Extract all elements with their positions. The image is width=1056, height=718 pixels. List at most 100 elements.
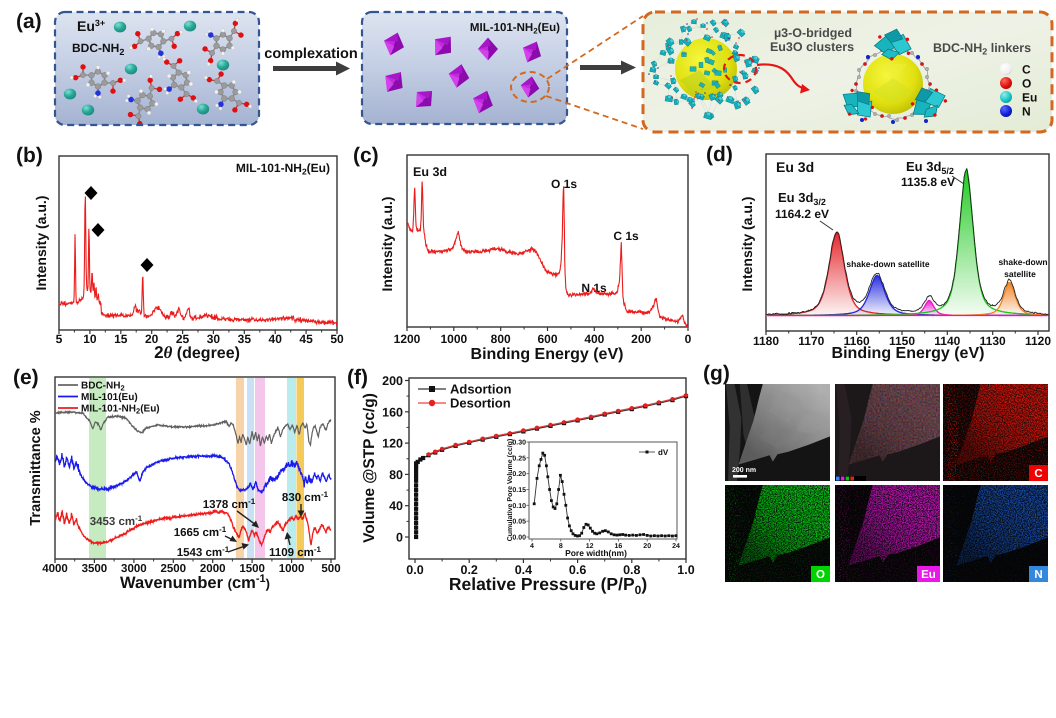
svg-text:500: 500 [321,563,340,575]
svg-text:BDC-NH2: BDC-NH2 [72,41,124,57]
svg-text:BDC-NH2: BDC-NH2 [81,381,125,393]
svg-text:Eu 3d5/2: Eu 3d5/2 [906,159,954,176]
svg-text:1543 cm-1: 1543 cm-1 [177,545,230,559]
svg-text:Eu 3d: Eu 3d [776,159,814,175]
svg-text:830 cm-1: 830 cm-1 [282,490,329,504]
svg-text:1500: 1500 [239,563,265,575]
svg-text:0.05: 0.05 [512,519,526,526]
svg-text:complexation: complexation [264,46,357,62]
svg-text:0.00: 0.00 [512,535,526,542]
svg-text:2θ (degree): 2θ (degree) [154,343,240,362]
svg-text:Eu: Eu [921,569,936,581]
svg-text:0.25: 0.25 [512,455,526,462]
svg-text:200: 200 [631,332,651,346]
svg-text:Eu3O clusters: Eu3O clusters [770,40,854,54]
svg-text:(g): (g) [703,362,730,385]
svg-text:40: 40 [389,499,403,513]
svg-text:N: N [1034,569,1042,581]
svg-text:1120: 1120 [1025,334,1051,348]
svg-text:25: 25 [176,332,190,346]
svg-text:1140: 1140 [934,334,960,348]
svg-text:45: 45 [299,332,313,346]
svg-text:Binding Energy (eV): Binding Energy (eV) [471,346,624,363]
svg-text:C 1s: C 1s [613,229,639,243]
svg-text:satellite: satellite [1004,269,1036,279]
svg-text:shake-down satellite: shake-down satellite [846,259,929,269]
svg-text:1000: 1000 [440,332,467,346]
svg-text:40: 40 [269,332,283,346]
svg-text:35: 35 [238,332,252,346]
svg-text:2000: 2000 [200,563,226,575]
svg-text:120: 120 [382,437,403,451]
svg-text:0.30: 0.30 [512,440,526,447]
svg-text:1000: 1000 [279,563,305,575]
svg-text:4000: 4000 [42,563,68,575]
svg-text:N: N [1022,105,1031,119]
svg-text:3500: 3500 [82,563,108,575]
svg-text:10: 10 [83,332,97,346]
svg-text:O: O [816,569,825,581]
svg-text:1109 cm-1: 1109 cm-1 [269,545,321,559]
svg-text:15: 15 [114,332,128,346]
svg-text:2500: 2500 [160,563,186,575]
svg-text:Cumulative Pore Volume (cc/g): Cumulative Pore Volume (cc/g) [506,439,514,542]
svg-text:1378 cm-1: 1378 cm-1 [203,497,256,511]
svg-text:160: 160 [382,405,403,419]
svg-text:0.2: 0.2 [461,563,478,577]
svg-text:800: 800 [491,332,511,346]
svg-text:MIL-101(Eu): MIL-101(Eu) [81,392,138,403]
svg-text:0.6: 0.6 [569,563,586,577]
svg-text:O: O [1022,77,1031,91]
svg-text:0: 0 [685,332,692,346]
svg-text:Volume @STP (cc/g): Volume @STP (cc/g) [361,393,378,543]
svg-text:Eu: Eu [1022,91,1037,105]
svg-text:0.20: 0.20 [512,471,526,478]
svg-text:dV: dV [658,448,669,457]
svg-text:Desortion: Desortion [450,396,511,411]
svg-text:1200: 1200 [394,332,421,346]
svg-text:(a): (a) [16,10,42,33]
svg-text:80: 80 [389,468,403,482]
svg-text:Eu 3d: Eu 3d [413,165,447,179]
svg-text:1180: 1180 [753,334,779,348]
svg-text:12: 12 [586,543,594,550]
svg-text:Relative Pressure (P/P0): Relative Pressure (P/P0) [449,574,647,597]
svg-text:0.8: 0.8 [623,563,640,577]
svg-text:O 1s: O 1s [551,177,577,191]
svg-text:Eu 3d3/2: Eu 3d3/2 [778,190,826,207]
svg-text:C: C [1034,468,1042,480]
svg-text:0: 0 [396,531,403,545]
svg-text:1164.2 eV: 1164.2 eV [775,207,829,221]
svg-text:shake-down: shake-down [998,257,1047,267]
svg-text:1135.8 eV: 1135.8 eV [901,175,955,189]
svg-text:(d): (d) [706,143,733,166]
svg-text:Intensity (a.u.): Intensity (a.u.) [739,197,755,292]
svg-text:Pore width(nm): Pore width(nm) [565,548,627,558]
svg-text:1150: 1150 [889,334,915,348]
svg-text:MIL-101-NH2(Eu): MIL-101-NH2(Eu) [470,22,560,36]
svg-text:1170: 1170 [798,334,824,348]
svg-text:600: 600 [537,332,557,346]
svg-text:(c): (c) [353,144,379,167]
svg-text:200 nm: 200 nm [732,467,756,474]
svg-text:1130: 1130 [980,334,1006,348]
svg-text:1.0: 1.0 [677,563,694,577]
svg-text:Intensity (a.u.): Intensity (a.u.) [379,197,395,292]
svg-text:MIL-101-NH2(Eu): MIL-101-NH2(Eu) [81,404,160,416]
svg-text:20: 20 [145,332,159,346]
svg-text:30: 30 [207,332,221,346]
svg-text:(f): (f) [347,366,368,389]
svg-text:3000: 3000 [121,563,147,575]
svg-text:Transmittance %: Transmittance % [28,410,44,525]
svg-text:µ3-O-bridged: µ3-O-bridged [774,26,852,40]
svg-text:5: 5 [56,332,63,346]
svg-text:0.0: 0.0 [406,563,423,577]
svg-text:400: 400 [584,332,604,346]
svg-text:Intensity (a.u.): Intensity (a.u.) [33,196,49,291]
svg-text:(b): (b) [16,144,43,167]
svg-text:Binding Energy (eV): Binding Energy (eV) [832,345,985,362]
svg-text:3453 cm-1: 3453 cm-1 [90,514,143,528]
svg-text:C: C [1022,63,1031,77]
svg-text:MIL-101-NH2(Eu): MIL-101-NH2(Eu) [236,161,330,177]
svg-text:(e): (e) [13,366,39,389]
